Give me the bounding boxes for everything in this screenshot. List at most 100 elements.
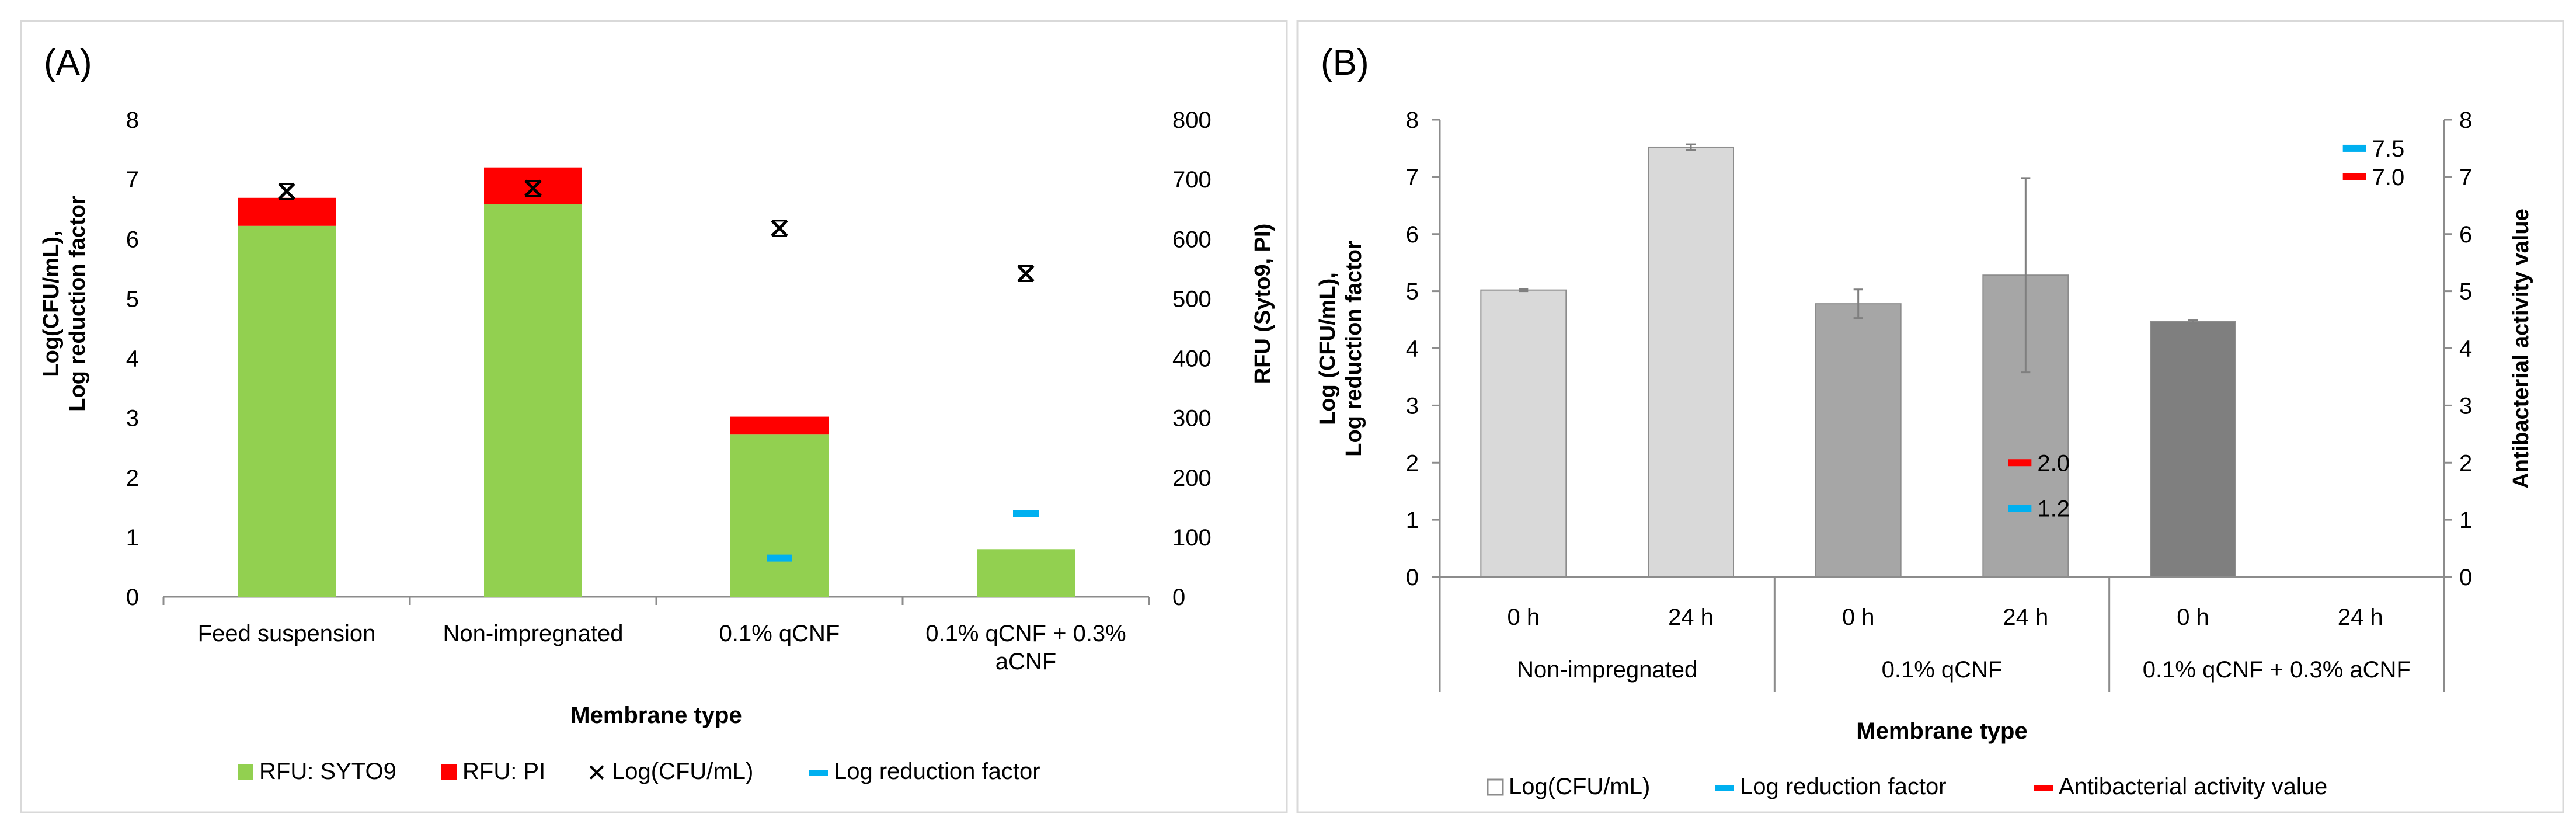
panel-b-category-labels: 0 h 24 h 0 h 24 h 0 h 24 h Non-impregnated 0.1%…	[1439, 577, 2445, 692]
bar-pi	[730, 416, 829, 435]
marker-log-cfu-stroke	[278, 182, 295, 200]
panel-a-y-tick-label: 2	[126, 465, 139, 491]
panel-b-y-tick-label: 8	[1406, 107, 1419, 133]
panel-a-y2-tick-label: 700	[1172, 167, 1212, 193]
panel-b-y2-tick-label: 3	[2459, 393, 2472, 419]
marker-log-cfu	[524, 179, 542, 197]
panel-b: (B) 0 1 2 3 4 5 6 7 8 0 1 2 3 4 5 6 7 8 1.2 7.5 2.0 7.0 0 h…	[1315, 43, 2533, 799]
panel-a-y-tick-label: 5	[126, 286, 139, 312]
panel-b-y2-tick-label: 6	[2459, 222, 2472, 248]
panel-a-x-axis-title: Membrane type	[570, 703, 742, 728]
panel-b-category-label: 24 h	[2338, 604, 2383, 630]
bar-syto9	[238, 225, 336, 597]
panel-b-category-label: 0 h	[1842, 604, 1875, 630]
panel-b-category-label: 24 h	[2003, 604, 2048, 630]
panel-b-y-tick-label: 0	[1406, 565, 1419, 590]
panel-a-y-tick-label: 0	[126, 585, 139, 610]
panel-a-y2-tick-label: 600	[1172, 227, 1212, 252]
panel-b-group-label: Non-impregnated	[1517, 657, 1697, 683]
panel-a-category-label: 0.1% qCNF	[719, 621, 840, 646]
bar-pi	[484, 167, 582, 205]
panel-b-category-label: 0 h	[2177, 604, 2209, 630]
panel-a-y-tick-label: 4	[126, 346, 139, 372]
bar-syto9	[484, 204, 582, 597]
marker-log-cfu	[278, 182, 295, 200]
bar-pi	[238, 197, 336, 226]
marker-log-cfu	[771, 220, 788, 237]
bar-log-cfu	[1480, 289, 1567, 578]
panel-b-y2-tick-label: 4	[2459, 336, 2472, 362]
marker-log-cfu-stroke	[1017, 265, 1035, 283]
panel-b-group-label: 0.1% qCNF	[1882, 657, 2003, 683]
legend-label-logcfu: Log(CFU/mL)	[612, 759, 753, 784]
panel-b-y-tick-label: 2	[1406, 450, 1419, 476]
panel-b-y2-tick-label: 2	[2459, 450, 2472, 476]
panel-a-y2-tick-label: 100	[1172, 525, 1212, 551]
marker-log-cfu-stroke	[771, 220, 788, 237]
panel-b-y-ticks: 0 1 2 3 4 5 6 7 8	[1406, 107, 1440, 590]
panel-b-y2-tick-label: 5	[2459, 279, 2472, 305]
legend-label-lrf: Log reduction factor	[834, 759, 1040, 784]
panel-b-y-tick-label: 7	[1406, 165, 1419, 190]
legend-marker-logcfu: ✕	[586, 759, 607, 787]
panel-b-x-axis-title: Membrane type	[1856, 718, 2027, 744]
panel-b-y-tick-label: 3	[1406, 393, 1419, 419]
legend-label-syto9: RFU: SYTO9	[259, 759, 396, 784]
dash-log-reduction-factor	[2008, 505, 2032, 512]
panel-a-y-tick-label: 7	[126, 167, 139, 193]
marker-log-reduction-factor	[767, 554, 792, 562]
legend-label-b-logcfu: Log(CFU/mL)	[1509, 774, 1650, 799]
legend-label-pi: RFU: PI	[462, 759, 545, 784]
panel-a-bars	[238, 167, 1075, 597]
panel-b-y2-tick-label: 0	[2459, 565, 2472, 590]
panel-a-frame	[20, 20, 1288, 813]
panel-b-y2-tick-label: 8	[2459, 107, 2472, 133]
label-log-reduction-factor: 1.2	[2037, 496, 2070, 522]
legend-swatch-b-logcfu	[1487, 778, 1504, 796]
panel-a-y2-tick-label: 300	[1172, 406, 1212, 432]
panel-b-y-tick-label: 5	[1406, 279, 1419, 305]
panel-a-y2-axis-title: RFU (Syto9, PI)	[1251, 224, 1275, 384]
marker-log-cfu	[1017, 265, 1035, 283]
panel-a-y-axis-title-2: Log reduction factor	[65, 196, 90, 412]
bar-log-cfu	[2150, 321, 2236, 578]
panel-b-y-tick-label: 1	[1406, 507, 1419, 533]
panel-a-category-label: 0.1% qCNF + 0.3% aCNF	[925, 621, 1126, 674]
panel-a-y2-tick-label: 500	[1172, 286, 1212, 312]
legend-swatch-b-aav	[2034, 785, 2053, 791]
legend-swatch-pi	[441, 764, 457, 780]
panel-b-label: (B)	[1321, 43, 1369, 83]
panel-b-bars	[1480, 143, 2236, 578]
panel-b-legend: Log(CFU/mL) Log reduction factor Antibac…	[1487, 774, 2327, 799]
panel-b-y-tick-label: 6	[1406, 222, 1419, 248]
legend-swatch-syto9	[238, 764, 253, 780]
panel-b-y-axis-title: Log (CFU/mL),	[1315, 272, 1340, 425]
panel-b-category-label: 24 h	[1668, 604, 1714, 630]
panel-a-y-tick-label: 8	[126, 107, 139, 133]
panel-b-dashes: 1.2 7.5 2.0 7.0	[2008, 136, 2404, 522]
panel-b-y2-tick-label: 7	[2459, 165, 2472, 190]
label-antibacterial-activity: 7.0	[2372, 165, 2405, 190]
panel-a-y2-ticks: 0 100 200 300 400 500 600 700 800	[1172, 107, 1212, 610]
panel-a-y2-tick-label: 200	[1172, 465, 1212, 491]
panel-a-y2-tick-label: 0	[1172, 585, 1185, 610]
bar-log-cfu	[1648, 146, 1734, 578]
dash-antibacterial-activity	[2342, 173, 2366, 180]
panel-b-y-tick-label: 4	[1406, 336, 1419, 362]
panel-b-y2-axis-title: Antibacterial activity value	[2509, 208, 2533, 488]
panel-a-y-axis-title: Log(CFU/mL),	[39, 230, 64, 377]
bar-log-cfu	[1815, 303, 1902, 578]
bar-syto9	[730, 434, 829, 597]
legend-swatch-b-lrf	[1715, 785, 1734, 791]
marker-log-reduction-factor	[1013, 510, 1039, 517]
legend-label-b-aav: Antibacterial activity value	[2059, 774, 2327, 799]
panel-b-category-label: 0 h	[1508, 604, 1540, 630]
panel-a-markers	[278, 179, 1039, 562]
dash-log-reduction-factor	[2342, 144, 2366, 152]
panel-b-y2-ticks: 0 1 2 3 4 5 6 7 8	[2444, 107, 2472, 590]
legend-swatch-lrf	[809, 770, 828, 776]
label-log-reduction-factor: 7.5	[2372, 136, 2405, 162]
bar-syto9	[977, 549, 1075, 597]
panel-a-legend: RFU: SYTO9 RFU: PI ✕ Log(CFU/mL) Log red…	[238, 759, 1040, 787]
